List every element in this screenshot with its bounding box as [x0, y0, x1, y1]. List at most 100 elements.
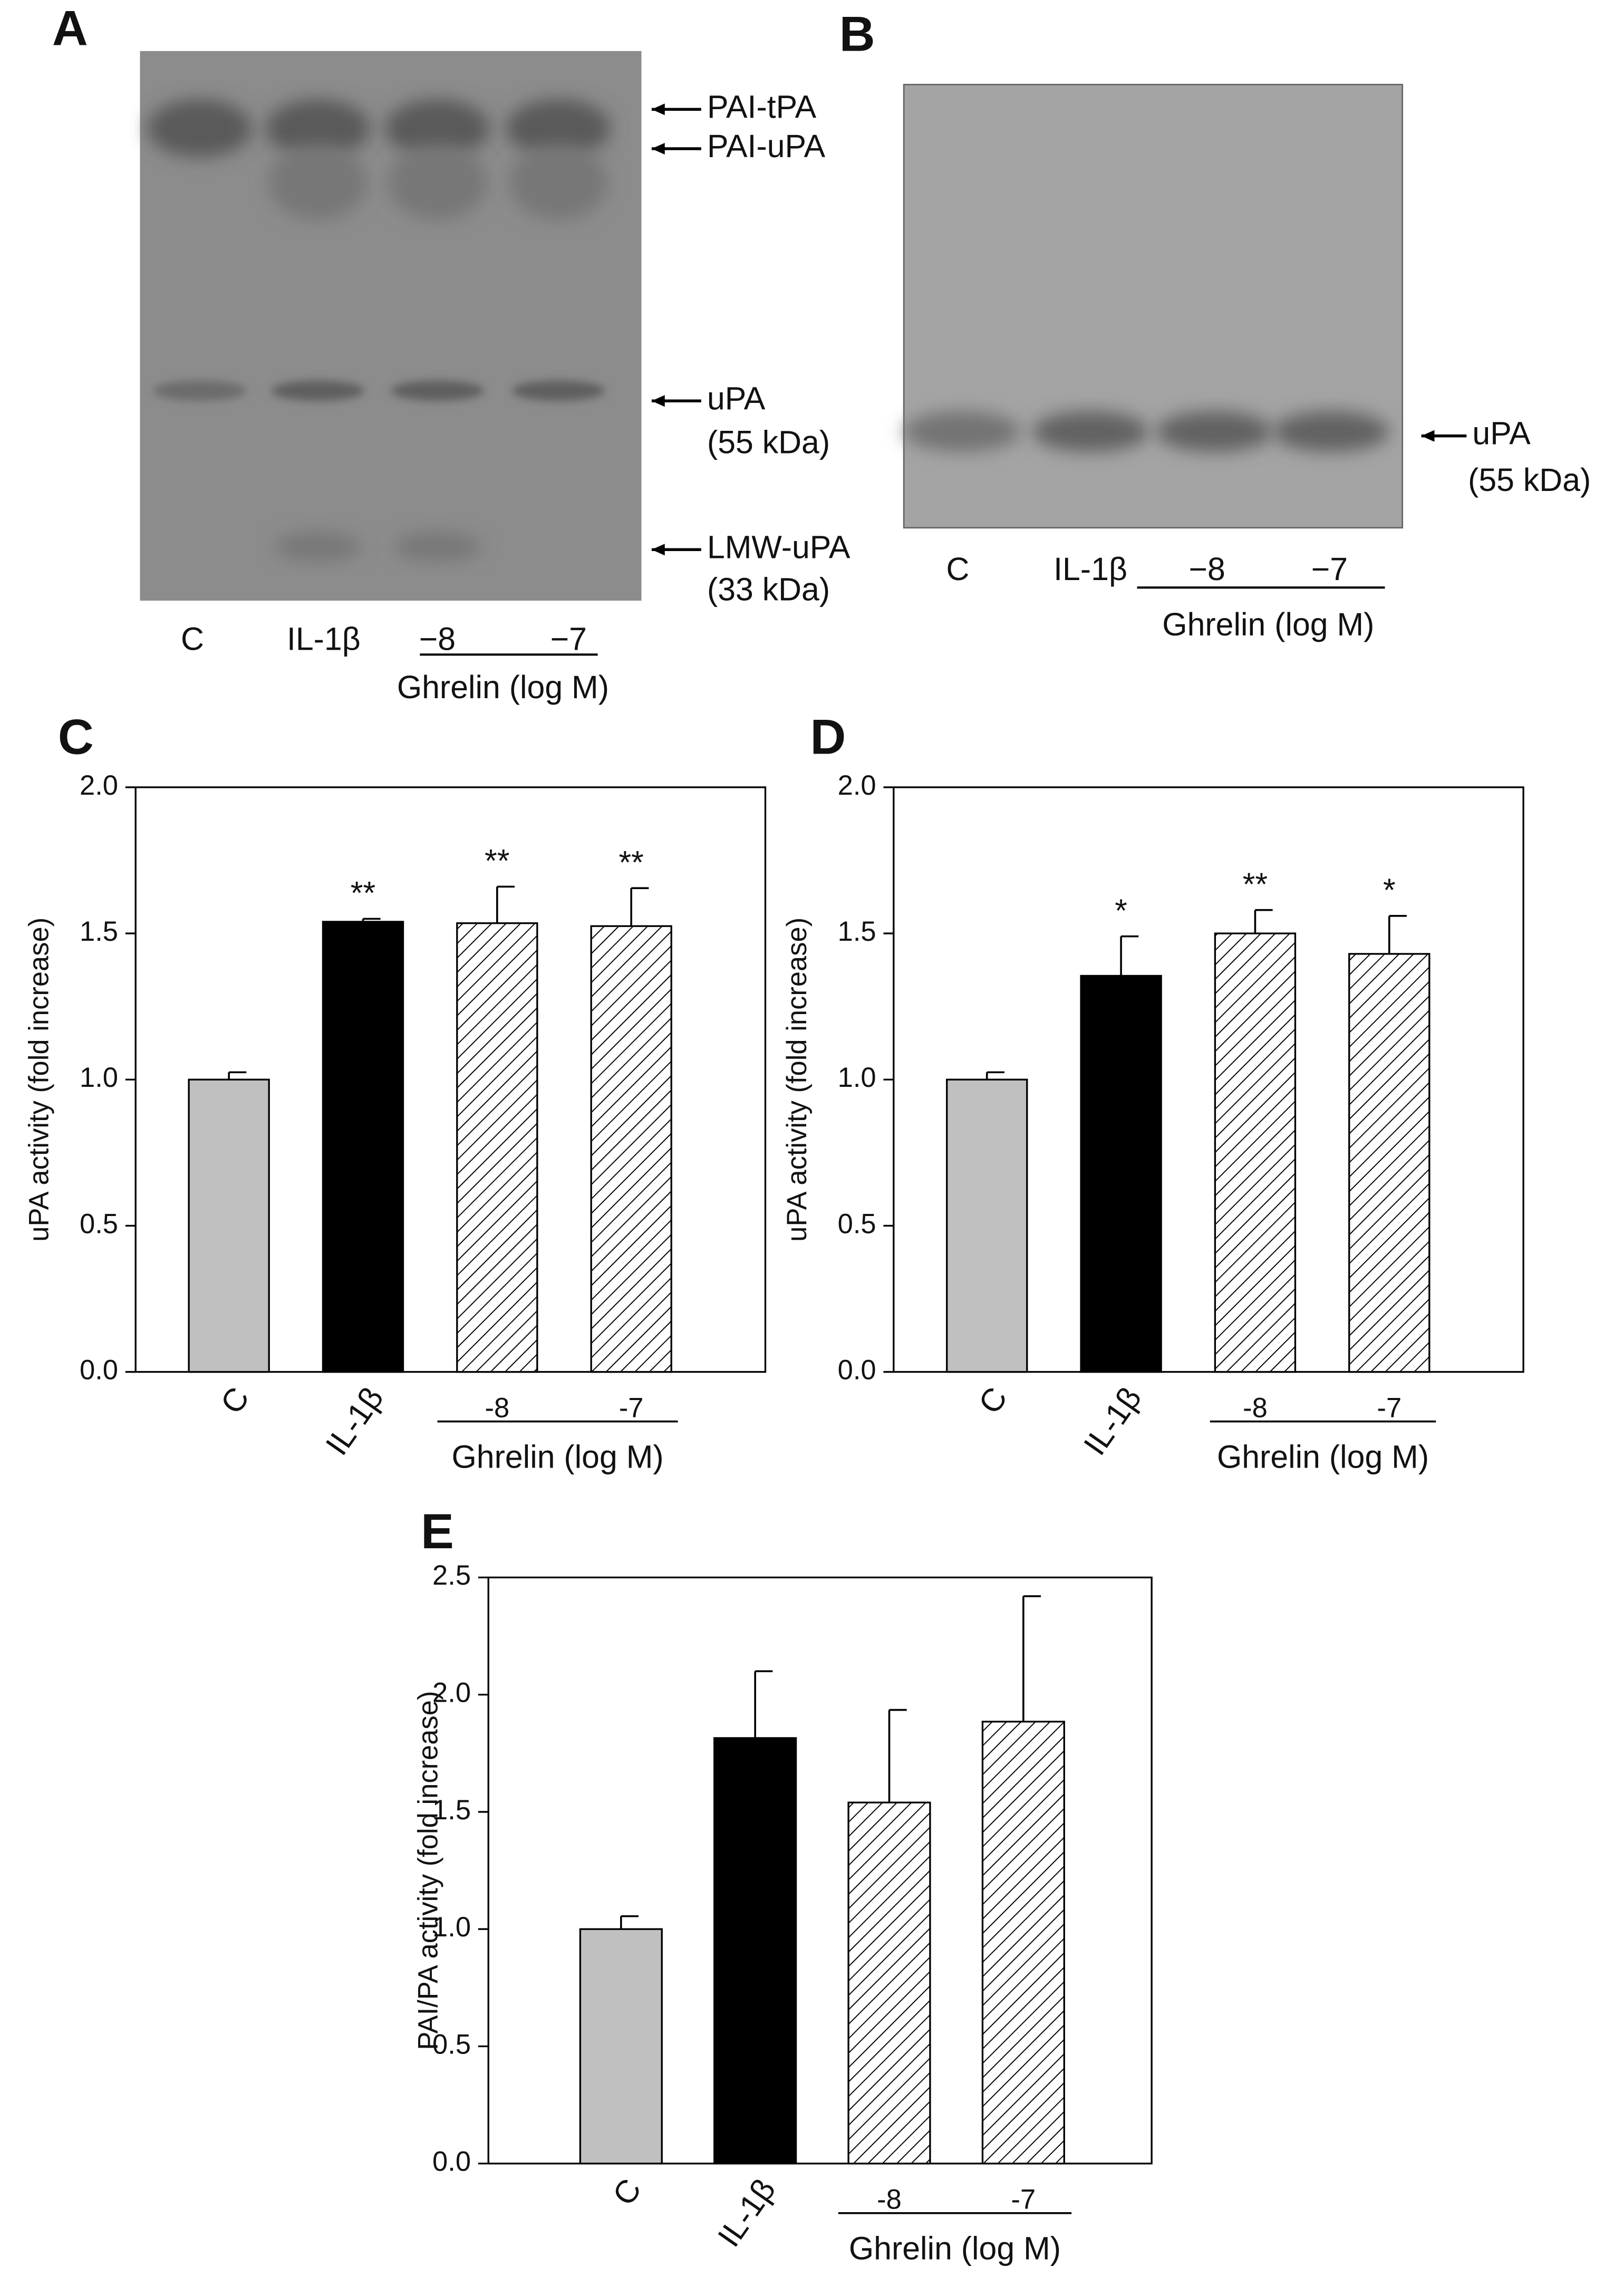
band-label: LMW-uPA [707, 529, 850, 565]
group-label: Ghrelin (log M) [849, 2231, 1061, 2266]
lane-label: −7 [550, 621, 587, 657]
error-bar [1254, 909, 1273, 934]
y-tick-label: 0.0 [432, 2146, 471, 2177]
x-tick-label: IL-1β [711, 2172, 782, 2253]
y-tick-label: 1.0 [80, 1062, 118, 1093]
panel-label: E [421, 1503, 454, 1559]
y-tick-label: 1.5 [838, 916, 876, 947]
gel-bands [147, 99, 1389, 562]
lane-label: −8 [1189, 551, 1225, 587]
band [384, 99, 490, 158]
band-label: (33 kDa) [707, 572, 830, 607]
arrow-head [651, 395, 665, 407]
bar [1214, 932, 1297, 1373]
band [271, 380, 365, 401]
band-label: uPA [1472, 416, 1531, 451]
significance: ** [1243, 866, 1268, 902]
x-tick-label: -7 [1377, 1392, 1401, 1423]
error-bar [888, 1709, 907, 1803]
error-bar [496, 885, 515, 923]
y-axis-label: PAI/PA activity (fold increase) [413, 1691, 444, 2050]
smear [268, 144, 368, 220]
y-tick-label: 2.5 [432, 1560, 471, 1591]
bar [713, 1737, 797, 2165]
error-bar [754, 1670, 773, 1738]
y-tick-label: 1.5 [432, 1795, 471, 1826]
lane-label: IL-1β [287, 621, 361, 657]
y-axis-label: uPA activity (fold increase) [781, 918, 813, 1242]
lane-label: −7 [1311, 551, 1348, 587]
band [506, 99, 611, 158]
panel-label: C [58, 709, 94, 764]
y-tick-label: 0.5 [432, 2029, 471, 2060]
x-tick-label: C [214, 1381, 256, 1420]
significance: * [1115, 892, 1127, 928]
band-label: uPA [707, 380, 766, 416]
significance: ** [619, 844, 644, 880]
bar [1348, 953, 1430, 1373]
significance: * [1383, 872, 1396, 908]
band [393, 532, 481, 562]
band-label: (55 kDa) [1468, 462, 1591, 498]
band [1032, 411, 1149, 452]
y-tick-label: 2.0 [838, 770, 876, 801]
band [1272, 411, 1389, 452]
band [511, 380, 605, 401]
x-tick-label: -7 [619, 1392, 644, 1423]
bar [946, 1078, 1028, 1373]
bar [579, 1928, 663, 2165]
group-label: Ghrelin (log M) [397, 669, 609, 705]
x-tick-label: -8 [485, 1392, 509, 1423]
group-label: Ghrelin (log M) [451, 1439, 663, 1474]
error-bar [620, 1915, 639, 1930]
error-bar [985, 1071, 1004, 1080]
y-tick-label: 0.0 [838, 1354, 876, 1385]
band [391, 380, 484, 401]
error-bar [1022, 1595, 1041, 1722]
band [1156, 411, 1273, 452]
arrow-head [651, 544, 665, 556]
band [904, 411, 1021, 452]
x-tick-label: -7 [1011, 2184, 1036, 2215]
x-tick-label: IL-1β [318, 1381, 390, 1462]
band-label: (55 kDa) [707, 424, 830, 460]
y-tick-label: 1.0 [432, 1912, 471, 1943]
error-bar [362, 918, 381, 922]
y-tick-label: 2.0 [432, 1677, 471, 1709]
bar [590, 925, 672, 1373]
lane-label: IL-1β [1053, 551, 1127, 587]
gel-b [903, 83, 1404, 529]
bar [456, 922, 538, 1373]
panel-label: D [810, 709, 846, 764]
group-label: Ghrelin (log M) [1162, 606, 1374, 642]
lane-label: C [946, 551, 970, 587]
arrow-head [1421, 430, 1435, 442]
y-tick-label: 0.0 [80, 1354, 118, 1385]
significance: ** [485, 843, 509, 879]
error-bar [228, 1071, 247, 1080]
error-bar [1388, 915, 1407, 954]
y-tick-label: 1.0 [838, 1062, 876, 1093]
arrow-head [651, 142, 665, 155]
x-tick-label: C [605, 2172, 648, 2212]
x-tick-label: -8 [877, 2184, 902, 2215]
plot-frame [487, 1576, 1153, 2165]
bar [1080, 975, 1162, 1373]
bar [322, 921, 404, 1373]
smear [508, 144, 608, 220]
x-tick-label: C [971, 1381, 1014, 1420]
y-tick-label: 0.5 [80, 1208, 118, 1239]
bar [981, 1721, 1065, 2165]
bar [188, 1078, 270, 1373]
band [265, 99, 371, 158]
significance: ** [351, 875, 375, 911]
x-tick-label: IL-1β [1077, 1381, 1148, 1462]
y-tick-label: 2.0 [80, 770, 118, 801]
band [147, 99, 253, 158]
band-label: PAI-tPA [707, 89, 817, 124]
group-label: Ghrelin (log M) [1217, 1439, 1429, 1474]
bar [847, 1801, 931, 2165]
error-bar [630, 887, 649, 927]
